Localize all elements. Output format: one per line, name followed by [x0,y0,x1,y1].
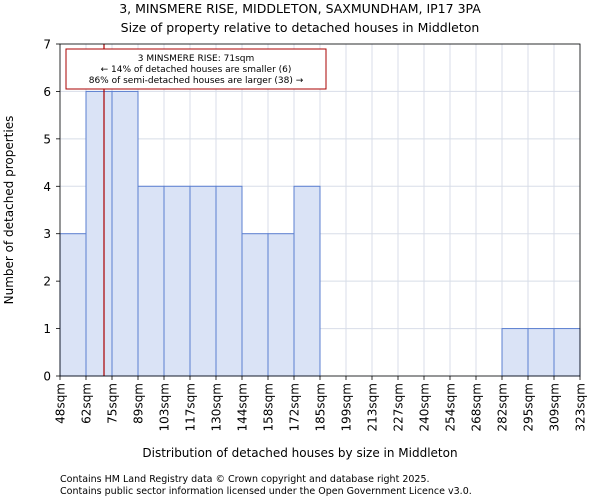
footer-line-1: Contains HM Land Registry data © Crown c… [60,474,430,485]
y-tick-label: 6 [43,85,51,99]
bar [267,233,295,377]
x-tick-label: 172sqm [288,383,302,431]
y-tick-label: 5 [43,132,51,146]
x-tick-label: 309sqm [548,383,562,431]
chart-title: 3, MINSMERE RISE, MIDDLETON, SAXMUNDHAM,… [119,1,481,16]
y-tick-label: 2 [43,275,51,289]
annotation-box: 3 MINSMERE RISE: 71sqm ← 14% of detached… [65,48,327,90]
annotation-line-1: 3 MINSMERE RISE: 71sqm [138,54,255,64]
chart-subtitle: Size of property relative to detached ho… [121,20,480,35]
x-tick-label: 282sqm [496,383,510,431]
footer-line-2: Contains public sector information licen… [60,486,472,497]
x-tick-label: 144sqm [236,383,250,431]
x-axis-label: Distribution of detached houses by size … [142,446,457,460]
bars [59,90,581,377]
bar [293,185,321,377]
x-tick-label: 117sqm [184,383,198,431]
bar [501,328,529,377]
bar [137,185,165,377]
y-tick-label: 4 [43,180,51,194]
x-tick-label: 185sqm [314,383,328,431]
x-tick-label: 199sqm [340,383,354,431]
bar [163,185,191,377]
x-tick-label: 62sqm [80,383,94,424]
x-tick-label: 89sqm [132,383,146,424]
y-tick-label: 1 [43,322,51,336]
y-axis-label: Number of detached properties [2,116,16,305]
x-tick-label: 323sqm [574,383,588,431]
y-tick-label: 3 [43,227,51,241]
bar [527,328,555,377]
x-tick-label: 158sqm [262,383,276,431]
bar [189,185,217,377]
bar [215,185,243,377]
x-tick-label: 268sqm [470,383,484,431]
bar [111,90,139,377]
x-tick-label: 75sqm [106,383,120,424]
bar [241,233,269,377]
x-tick-label: 103sqm [158,383,172,431]
x-tick-label: 48sqm [54,383,68,424]
x-tick-label: 240sqm [418,383,432,431]
y-tick-label: 0 [43,370,51,384]
bar [59,233,87,377]
x-tick-label: 227sqm [392,383,406,431]
bar [85,90,113,377]
x-tick-label: 130sqm [210,383,224,431]
x-tick-label: 254sqm [444,383,458,431]
bar [553,328,581,377]
y-tick-label: 7 [43,38,51,52]
annotation-frame [65,48,327,90]
x-tick-label: 295sqm [522,383,536,431]
x-axis-ticks: 48sqm 62sqm 75sqm 89sqm 103sqm 117sqm 130sqm 14… [54,376,588,431]
annotation-line-3: 86% of semi-detached houses are larger (… [89,76,304,86]
y-axis-ticks: 0 1 2 3 4 5 6 7 [43,38,60,384]
annotation-line-2: ← 14% of detached houses are smaller (6) [101,65,292,75]
x-tick-label: 213sqm [366,383,380,431]
